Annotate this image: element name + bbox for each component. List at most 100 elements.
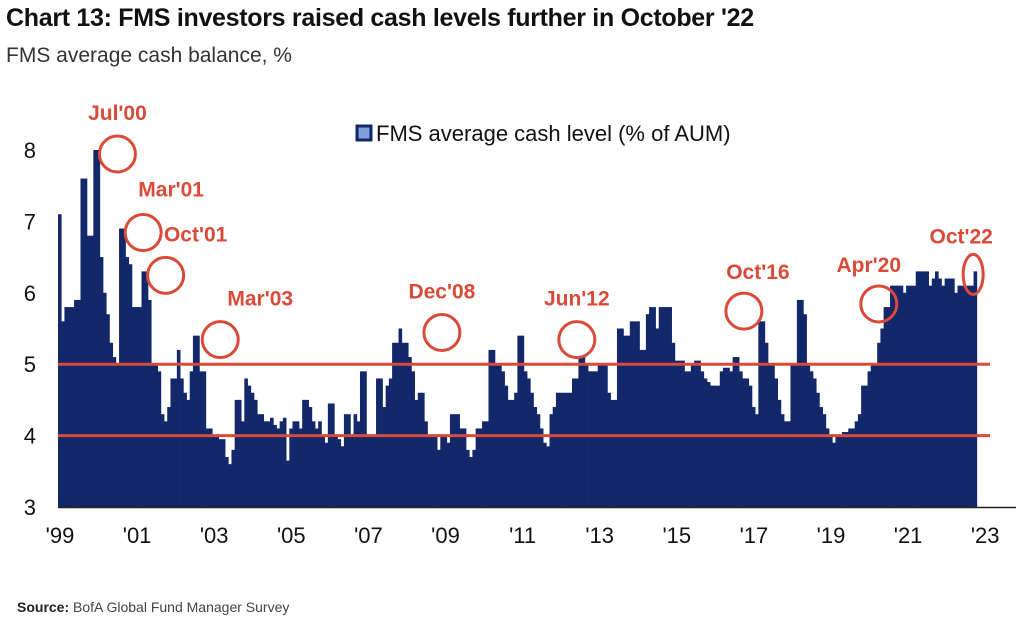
annotation-label: Apr'20 xyxy=(837,254,902,277)
bar xyxy=(758,321,762,507)
bar xyxy=(279,421,284,507)
bar xyxy=(359,371,364,507)
bar xyxy=(263,421,268,507)
bar xyxy=(822,414,827,507)
bar xyxy=(710,385,714,507)
bar xyxy=(218,439,223,507)
bar xyxy=(829,435,833,507)
x-tick-label: '03 xyxy=(200,523,229,548)
annotation-label: Jul'00 xyxy=(88,102,147,125)
bar xyxy=(67,307,72,507)
bar xyxy=(356,421,361,507)
bar xyxy=(748,385,753,507)
bar xyxy=(896,285,901,507)
bar xyxy=(816,392,820,507)
x-tick-label: '99 xyxy=(46,523,75,548)
bar xyxy=(482,421,486,507)
bar xyxy=(935,271,939,507)
source-note: Source: BofA Global Fund Manager Survey xyxy=(17,599,289,615)
x-tick-label: '13 xyxy=(585,523,614,548)
bar xyxy=(918,271,923,507)
bar xyxy=(832,442,836,507)
bar xyxy=(912,285,917,507)
bar xyxy=(83,178,88,507)
bar xyxy=(838,435,843,507)
bar xyxy=(957,285,962,507)
bar xyxy=(800,299,804,507)
bar xyxy=(106,314,110,507)
x-tick-label: '21 xyxy=(894,523,923,548)
bar xyxy=(433,435,438,507)
bar xyxy=(803,314,807,507)
bar xyxy=(530,392,534,507)
bar xyxy=(796,299,801,507)
annotation-circle xyxy=(961,252,985,296)
bar xyxy=(343,414,348,507)
bar xyxy=(941,285,946,507)
bar xyxy=(520,335,525,507)
annotation-circle xyxy=(97,134,137,174)
bar xyxy=(906,285,910,507)
bar xyxy=(125,257,130,507)
bar xyxy=(465,449,470,507)
bar xyxy=(321,435,326,507)
bar xyxy=(848,428,852,507)
bar xyxy=(607,392,611,507)
bar xyxy=(109,342,114,507)
bar xyxy=(295,421,300,507)
bar xyxy=(388,378,393,507)
bar xyxy=(478,428,483,507)
bar xyxy=(706,382,711,507)
bar xyxy=(591,371,595,507)
bar xyxy=(311,421,316,507)
bar xyxy=(176,349,181,507)
bar xyxy=(421,392,425,507)
bar xyxy=(713,385,717,507)
bar xyxy=(642,349,647,507)
bar xyxy=(86,235,91,507)
bar xyxy=(93,150,97,507)
bar xyxy=(960,285,965,507)
bar xyxy=(658,307,663,507)
bar xyxy=(469,457,473,507)
bar xyxy=(331,403,335,507)
bar xyxy=(726,367,730,507)
bar xyxy=(761,321,766,507)
bar xyxy=(626,335,631,507)
annotation-label: Jun'12 xyxy=(544,288,610,311)
x-tick-label: '17 xyxy=(740,523,769,548)
annotation-circle xyxy=(146,255,186,295)
bar xyxy=(703,378,708,507)
bar xyxy=(825,428,830,507)
bar xyxy=(739,371,743,507)
bar xyxy=(780,414,785,507)
bar xyxy=(735,357,740,507)
bar xyxy=(196,335,200,507)
bar xyxy=(446,442,451,507)
bar xyxy=(568,392,573,507)
bar xyxy=(167,407,171,507)
bar xyxy=(170,378,175,507)
bar xyxy=(684,371,689,507)
bar xyxy=(562,392,566,507)
bar xyxy=(212,435,216,507)
bar xyxy=(404,342,409,507)
bar xyxy=(681,360,685,507)
bar xyxy=(565,392,570,507)
bar xyxy=(694,360,698,507)
bar xyxy=(546,446,550,507)
bar xyxy=(449,414,454,507)
bar xyxy=(225,457,229,507)
bar xyxy=(327,403,332,507)
y-tick-label: 6 xyxy=(24,281,36,306)
bar xyxy=(241,421,245,507)
bar xyxy=(931,278,936,507)
bar xyxy=(131,307,136,507)
bar xyxy=(99,257,104,507)
bar xyxy=(289,428,293,507)
bar xyxy=(719,371,724,507)
bar xyxy=(353,414,358,507)
bar xyxy=(308,407,313,507)
bar xyxy=(610,399,615,507)
bar xyxy=(141,271,146,507)
